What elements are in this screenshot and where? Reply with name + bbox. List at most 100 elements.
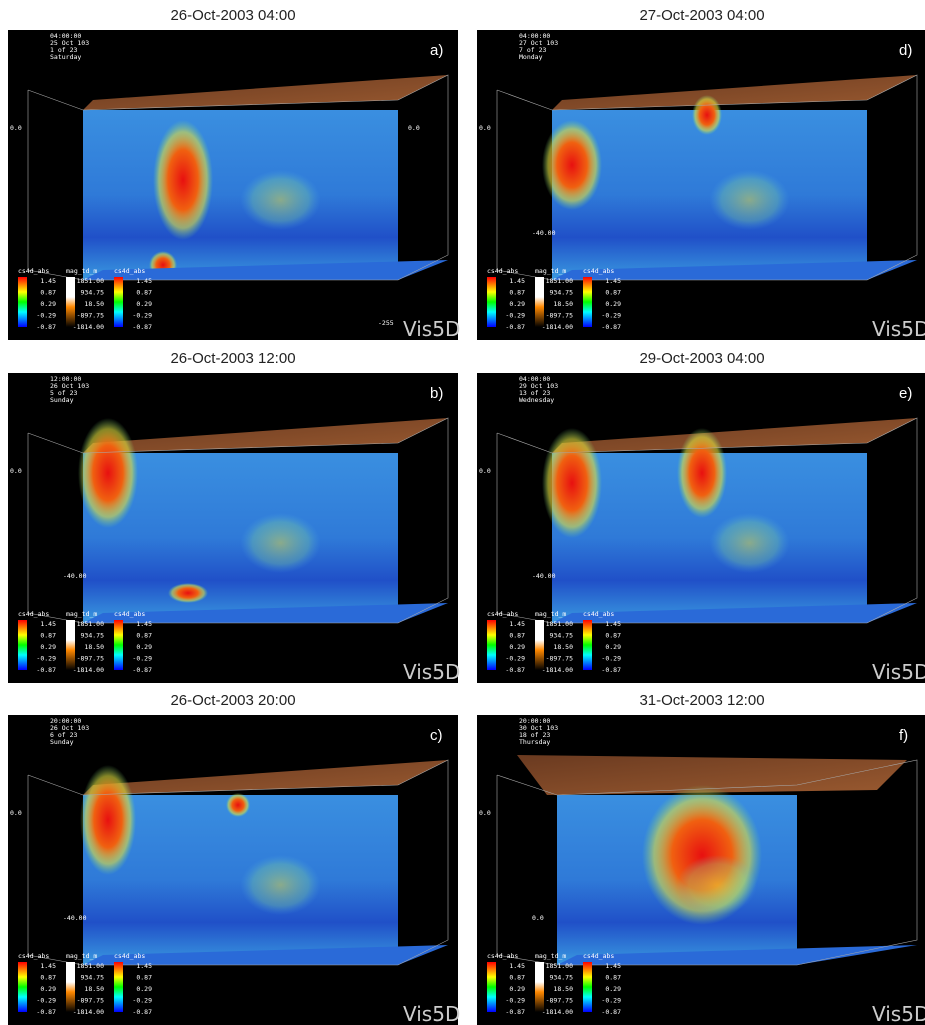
colorbar-label: 0.29 [509,643,525,651]
colorbar-label: -1814.00 [73,666,104,674]
colorbar-label: 0.87 [136,289,152,297]
colorbar-name: cs4d_abs [583,610,614,618]
colorbar-label: 1.45 [40,962,56,970]
colorbar-label: 0.29 [136,985,152,993]
colorbar-label: 934.75 [550,289,574,297]
colorbar-label: 0.29 [40,643,56,651]
colorbar-name: cs4d_abs [583,267,614,275]
figure: 04:00:0025 Oct 1031 of 23Saturdaya)0.00.… [0,0,925,1025]
overlay-weekday: Sunday [50,738,74,746]
colorbar [487,962,496,1012]
hot-region [168,583,208,603]
colorbar [583,620,592,670]
colorbar-label: 1.45 [509,277,525,285]
colorbar-label: 0.29 [605,985,621,993]
colorbar-label: 0.29 [605,643,621,651]
overlay-weekday: Sunday [50,396,74,404]
hot-region [692,95,722,135]
overlay-weekday: Monday [519,53,543,61]
colorbar-label: 1.45 [136,277,152,285]
colorbar-label: -897.75 [77,997,104,1005]
colorbar [487,277,496,327]
colorbar-label: -0.87 [601,1008,621,1016]
hot-region [80,765,136,875]
colorbar-label: -0.87 [505,1008,525,1016]
colorbar-label: -897.75 [546,312,573,320]
axis-label: -40.00 [532,229,556,237]
colorbar-label: 0.29 [136,643,152,651]
axis-label: 0.0 [479,467,491,475]
colorbar-name: cs4d_abs [583,952,614,960]
warm-region [241,855,321,915]
colorbar-label: 18.50 [553,985,573,993]
colorbar [535,620,544,670]
colorbar-label: -897.75 [77,312,104,320]
panel-title: 29-Oct-2003 04:00 [639,350,764,367]
colorbar-label: 18.50 [553,300,573,308]
panel: 20:00:0026 Oct 1036 of 23Sundayc)0.0-40.… [8,715,460,1025]
colorbar-label: -0.87 [601,323,621,331]
axis-label: 0.0 [479,809,491,817]
colorbar-name: cs4d_abs [487,267,518,275]
axis-label: 0.0 [408,124,420,132]
colorbar [66,277,75,327]
colorbar-label: 934.75 [81,974,105,982]
colorbar-label: 1.45 [40,277,56,285]
colorbar-label: -0.29 [505,997,525,1005]
colorbar-label: -0.29 [132,312,152,320]
colorbar-label: -0.87 [36,1008,56,1016]
colorbar-label: -897.75 [546,997,573,1005]
axis-label: -255 [378,319,394,327]
colorbar-label: 0.29 [40,985,56,993]
hot-region [153,120,213,240]
colorbar-label: 1.45 [136,962,152,970]
colorbar-label: 0.29 [509,985,525,993]
colorbar-label: 934.75 [550,632,574,640]
warm-region [677,855,757,915]
colorbar-label: -0.29 [505,655,525,663]
panel: 04:00:0029 Oct 10313 of 23Wednesdaye)0.0… [477,373,925,684]
watermark: Vis5D [872,1002,925,1025]
colorbar-name: cs4d_abs [487,952,518,960]
overlay-weekday: Saturday [50,53,81,61]
warm-region [241,170,321,230]
colorbar-label: 0.87 [136,632,152,640]
colorbar-label: -0.29 [36,312,56,320]
watermark: Vis5D [872,660,925,684]
colorbar [114,962,123,1012]
panel-label: e) [899,385,912,402]
colorbar-label: 1851.00 [546,620,573,628]
hot-region [542,120,602,210]
watermark: Vis5D [403,317,460,341]
colorbar-name: mag_td_m [66,610,97,618]
colorbar-label: -0.87 [132,666,152,674]
panel-title: 31-Oct-2003 12:00 [639,692,764,709]
panel-label: c) [430,727,443,744]
colorbar-label: 1.45 [605,277,621,285]
colorbar [535,277,544,327]
colorbar-label: -1814.00 [542,1008,573,1016]
hot-region [542,428,602,538]
colorbar [66,620,75,670]
colorbar-label: 934.75 [81,289,105,297]
colorbar-label: -0.87 [601,666,621,674]
colorbar-label: -0.29 [505,312,525,320]
panel-label: d) [899,42,912,59]
colorbar-name: cs4d_abs [114,610,145,618]
colorbar-label: -0.29 [132,997,152,1005]
colorbar-label: 1851.00 [77,277,104,285]
colorbar-label: 0.87 [509,289,525,297]
vertical-slice [552,110,867,280]
colorbar-name: cs4d_abs [114,267,145,275]
colorbar-label: 0.87 [605,632,621,640]
colorbar-label: 1.45 [605,962,621,970]
colorbar-label: 934.75 [81,632,105,640]
colorbar-label: 1851.00 [77,962,104,970]
colorbar-name: mag_td_m [535,952,566,960]
colorbar-label: 1851.00 [77,620,104,628]
colorbar-label: 1.45 [509,962,525,970]
colorbar-label: 1.45 [40,620,56,628]
